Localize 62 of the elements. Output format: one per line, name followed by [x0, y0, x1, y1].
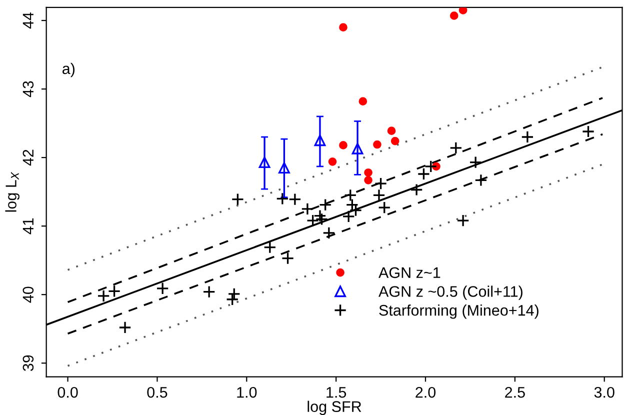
x-tick-label: 2.5: [505, 386, 525, 398]
legend-label: AGN z~1: [378, 267, 440, 278]
point: [231, 192, 244, 206]
point: [450, 142, 462, 154]
point: [390, 136, 400, 146]
x-tick-label: 2.0: [416, 386, 436, 398]
point: [301, 202, 314, 216]
x-tick-label: 0.0: [58, 386, 78, 398]
y-tick-label: 44: [22, 12, 34, 29]
point: [450, 12, 458, 20]
point: [372, 188, 386, 202]
point: [264, 240, 276, 254]
point: [474, 174, 488, 187]
point: [318, 198, 332, 212]
point: [410, 183, 423, 196]
point: [378, 201, 391, 214]
point: [202, 285, 216, 298]
point: [387, 126, 396, 135]
point: [226, 292, 239, 306]
point: [281, 252, 294, 265]
y-tick-label: 40: [22, 286, 34, 303]
point: [108, 284, 121, 298]
point: [276, 192, 289, 206]
point: [339, 23, 348, 32]
y-tick-label: 42: [22, 150, 34, 166]
y-tick-label: 41: [22, 218, 34, 234]
point: [364, 176, 372, 184]
point: [315, 212, 328, 226]
point: [352, 142, 364, 154]
point: [278, 162, 290, 174]
legend-label: AGN z ~0.5 (Coil+11): [378, 286, 522, 300]
legend-label: Starforming (Mineo+14): [379, 304, 538, 319]
point: [373, 140, 382, 149]
point: [358, 97, 368, 106]
x-tick-label: 1.5: [326, 387, 346, 398]
y-tick-label: 43: [22, 81, 34, 98]
x-tick-label: 1.0: [237, 386, 257, 398]
x-tick-label: 3.0: [594, 386, 614, 398]
x-tick-label: 0.5: [147, 386, 168, 398]
point: [582, 125, 595, 138]
point: [97, 290, 110, 302]
point: [364, 168, 372, 177]
point: [344, 188, 357, 202]
point: [258, 156, 270, 168]
point: [458, 7, 468, 14]
point: [374, 177, 388, 190]
point: [156, 282, 169, 295]
point: [228, 288, 241, 300]
point: [328, 157, 337, 166]
point: [521, 130, 534, 144]
point: [346, 198, 359, 212]
y-tick-label: 39: [22, 355, 34, 372]
y-axis-title: log L$_{X}$: [5, 172, 20, 212]
point: [339, 141, 348, 150]
point: [118, 321, 132, 334]
point: [456, 214, 470, 227]
point: [288, 192, 302, 206]
point: [314, 134, 326, 146]
point: [322, 226, 336, 240]
x-axis-title: log SFR: [308, 400, 362, 415]
point: [469, 156, 482, 169]
annotation: a): [62, 62, 75, 78]
